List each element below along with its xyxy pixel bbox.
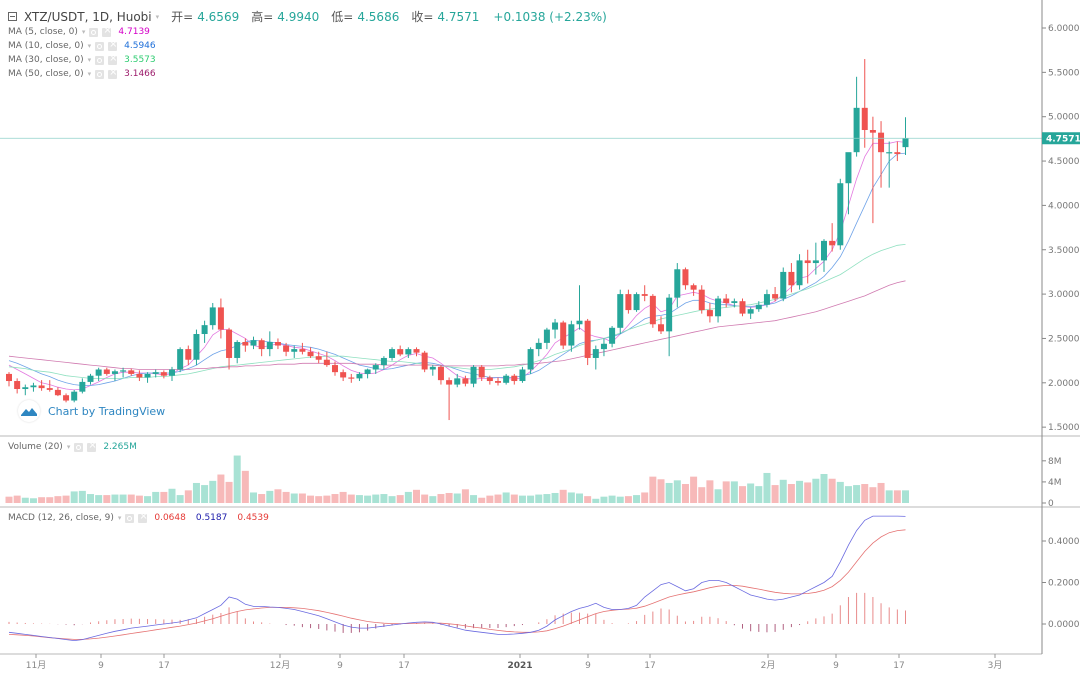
macd-pane[interactable] — [8, 515, 906, 642]
settings-icon[interactable] — [95, 41, 105, 51]
tradingview-watermark[interactable]: Chart by TradingView — [18, 400, 165, 422]
low-label: 低= — [331, 10, 354, 24]
settings-icon[interactable] — [125, 513, 135, 523]
close-value: 4.7571 — [437, 9, 480, 24]
chevron-down-icon[interactable]: ▾ — [81, 28, 86, 36]
svg-text:5.5000: 5.5000 — [1048, 68, 1080, 78]
ma30-label[interactable]: MA (30, close, 0) — [8, 55, 84, 65]
svg-text:3.5000: 3.5000 — [1048, 246, 1080, 256]
settings-icon[interactable] — [95, 69, 105, 79]
svg-text:4.7571: 4.7571 — [1046, 135, 1080, 145]
ma5-label[interactable]: MA (5, close, 0) — [8, 27, 78, 37]
ma50-label[interactable]: MA (50, close, 0) — [8, 69, 84, 79]
settings-icon[interactable] — [89, 27, 99, 37]
symbol-title[interactable]: XTZ/USDT, 1D, Huobi — [24, 9, 152, 24]
close-label: 收= — [411, 10, 434, 24]
svg-text:17: 17 — [398, 661, 409, 671]
svg-text:17: 17 — [158, 661, 169, 671]
settings-icon[interactable] — [95, 55, 105, 65]
chevron-down-icon[interactable]: ▾ — [155, 12, 160, 21]
svg-text:9: 9 — [337, 661, 343, 671]
ma50-legend: MA (50, close, 0) ▾ 3.1466 — [8, 67, 156, 80]
svg-text:3月: 3月 — [988, 660, 1003, 671]
ma10-value: 4.5946 — [124, 41, 156, 51]
chevron-down-icon[interactable]: ▾ — [87, 56, 92, 64]
close-icon[interactable] — [138, 511, 148, 523]
macd-signal-value: 0.4539 — [237, 513, 269, 523]
open-value: 4.6569 — [197, 9, 240, 24]
svg-text:8M: 8M — [1048, 457, 1062, 467]
volume-label[interactable]: Volume (20) — [8, 442, 63, 452]
ma10-legend: MA (10, close, 0) ▾ 4.5946 — [8, 39, 156, 52]
ma30-value: 3.5573 — [124, 55, 156, 65]
settings-icon[interactable] — [74, 442, 84, 452]
svg-text:4.0000: 4.0000 — [1048, 201, 1080, 211]
svg-text:17: 17 — [893, 661, 904, 671]
svg-text:1.5000: 1.5000 — [1048, 423, 1080, 433]
chevron-down-icon[interactable]: ▾ — [66, 443, 71, 451]
macd-hist-value: 0.0648 — [154, 513, 186, 523]
macd-label[interactable]: MACD (12, 26, close, 9) — [8, 513, 114, 523]
ma10-label[interactable]: MA (10, close, 0) — [8, 41, 84, 51]
change-value: +0.1038 (+2.23%) — [493, 9, 607, 24]
ma30-legend: MA (30, close, 0) ▾ 3.5573 — [8, 53, 156, 66]
svg-text:4M: 4M — [1048, 478, 1062, 488]
svg-text:5.0000: 5.0000 — [1048, 113, 1080, 123]
svg-text:2.5000: 2.5000 — [1048, 334, 1080, 344]
volume-value: 2.265M — [103, 442, 137, 452]
svg-text:2.0000: 2.0000 — [1048, 379, 1080, 389]
watermark-text: Chart by TradingView — [48, 404, 166, 418]
svg-text:0.2000: 0.2000 — [1048, 579, 1080, 589]
collapse-icon[interactable] — [8, 12, 17, 21]
svg-text:12月: 12月 — [270, 660, 290, 671]
svg-text:9: 9 — [98, 661, 104, 671]
high-value: 4.9940 — [277, 9, 320, 24]
svg-text:2021: 2021 — [507, 661, 532, 671]
chevron-down-icon[interactable]: ▾ — [87, 42, 92, 50]
volume-pane[interactable] — [5, 455, 910, 503]
svg-text:4.5000: 4.5000 — [1048, 157, 1080, 167]
svg-text:6.0000: 6.0000 — [1048, 24, 1080, 34]
low-value: 4.5686 — [357, 9, 400, 24]
tradingview-logo-icon — [18, 400, 40, 422]
close-icon[interactable] — [108, 39, 118, 51]
close-icon[interactable] — [102, 25, 112, 37]
ma5-value: 4.7139 — [118, 27, 150, 37]
high-label: 高= — [251, 10, 274, 24]
svg-text:0.4000: 0.4000 — [1048, 537, 1080, 547]
svg-text:11月: 11月 — [26, 660, 46, 671]
macd-legend: MACD (12, 26, close, 9) ▾ 0.0648 0.5187 … — [8, 511, 269, 524]
svg-text:17: 17 — [644, 661, 655, 671]
chevron-down-icon[interactable]: ▾ — [117, 514, 122, 522]
svg-text:0.0000: 0.0000 — [1048, 620, 1080, 630]
svg-text:9: 9 — [833, 661, 839, 671]
open-label: 开= — [171, 10, 194, 24]
macd-line-value: 0.5187 — [195, 513, 228, 523]
svg-text:0: 0 — [1048, 499, 1054, 509]
close-icon[interactable] — [87, 440, 97, 452]
close-icon[interactable] — [108, 67, 118, 79]
close-icon[interactable] — [108, 53, 118, 65]
svg-text:3.0000: 3.0000 — [1048, 290, 1080, 300]
chevron-down-icon[interactable]: ▾ — [87, 70, 92, 78]
svg-text:2月: 2月 — [761, 660, 776, 671]
svg-text:9: 9 — [585, 661, 591, 671]
symbol-legend: XTZ/USDT, 1D, Huobi ▾ 开= 4.6569 高= 4.9940 … — [8, 8, 607, 25]
volume-legend: Volume (20) ▾ 2.265M — [8, 440, 137, 453]
ma50-value: 3.1466 — [124, 69, 156, 79]
price-pane[interactable] — [0, 59, 1042, 421]
ma5-legend: MA (5, close, 0) ▾ 4.7139 — [8, 25, 150, 38]
